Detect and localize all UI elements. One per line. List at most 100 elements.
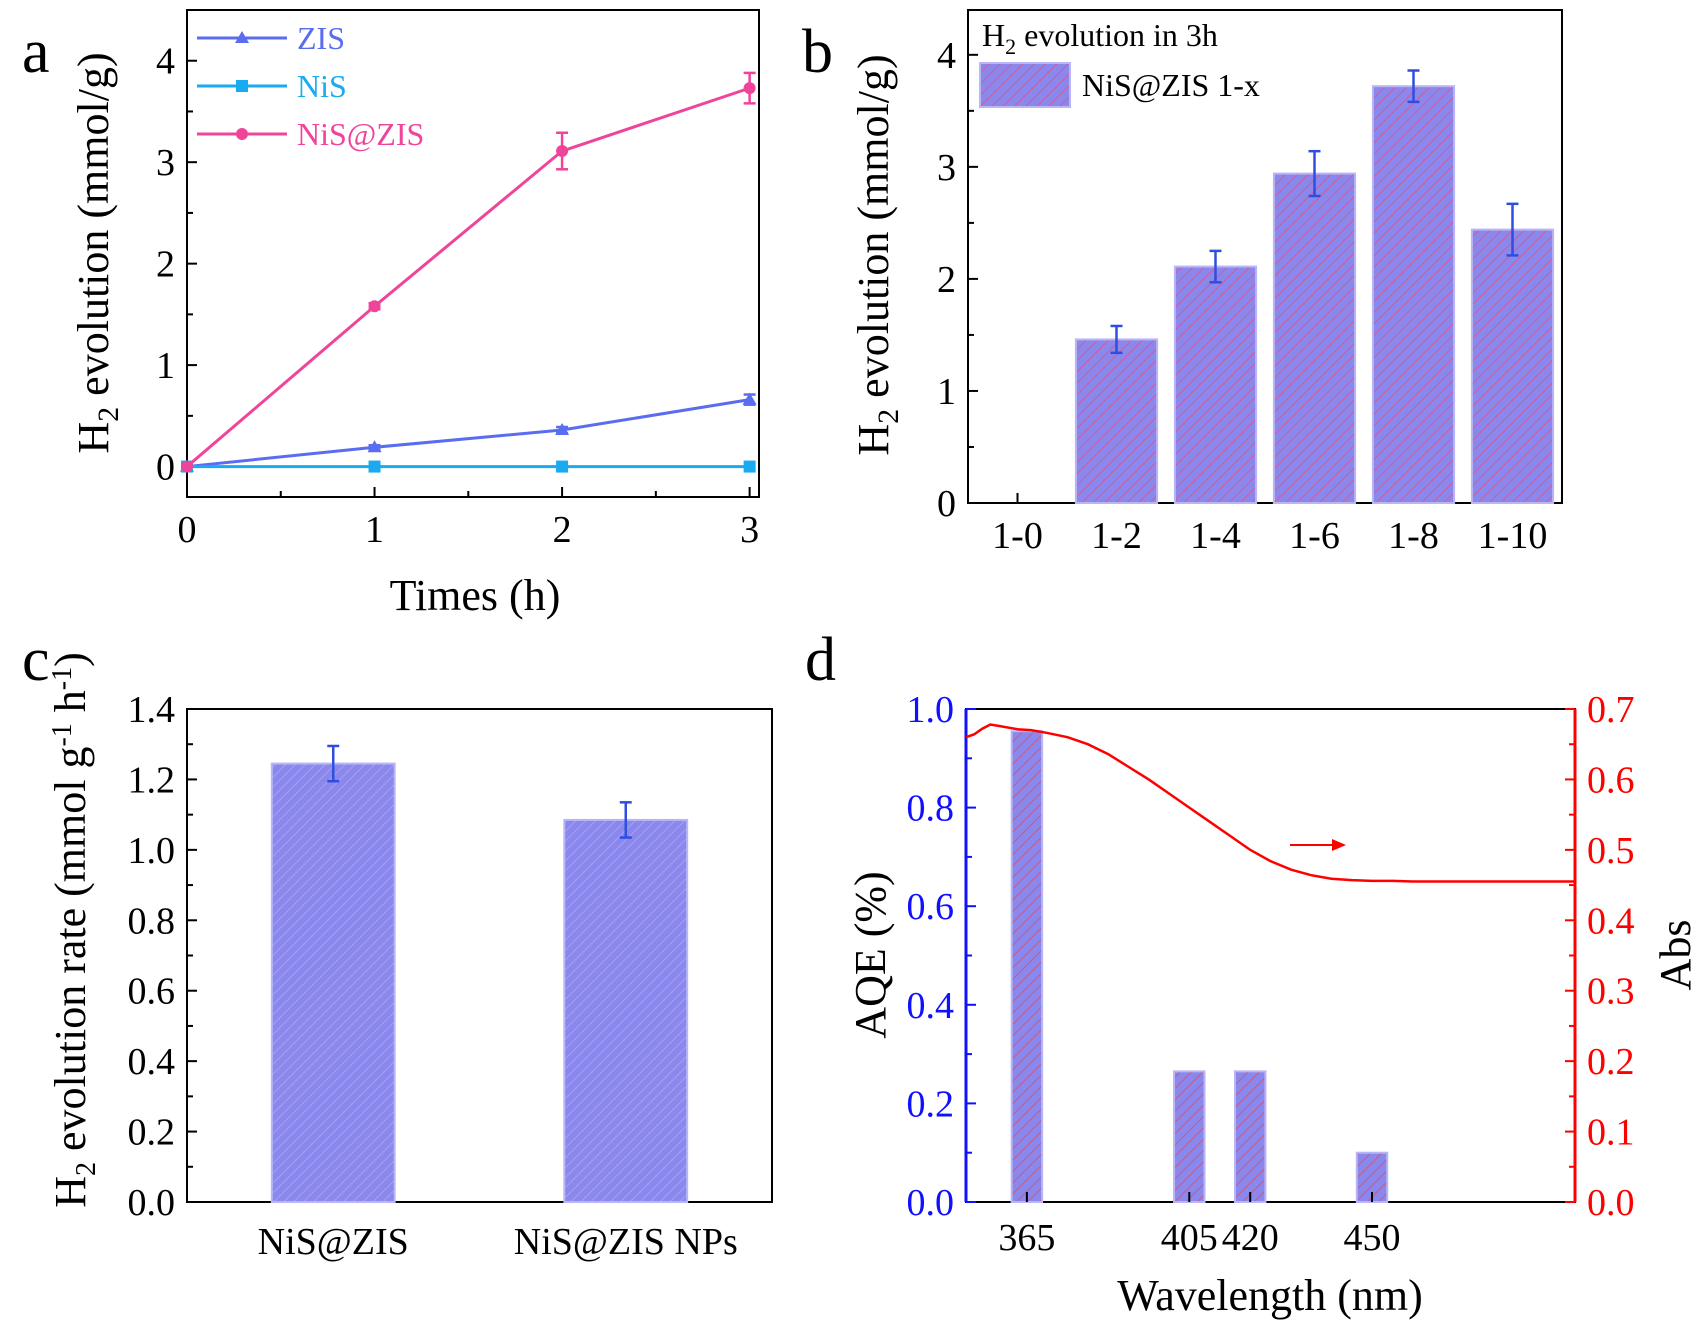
panel-a-point-nis xyxy=(368,460,381,473)
panel-b-ylabel-rest: evolution (mmol/g) xyxy=(849,54,898,408)
panel-b-ylabel-sub: 2 xyxy=(872,409,905,424)
panel-a-line-zis xyxy=(186,398,750,469)
panel-a-point-nis-zis xyxy=(743,82,756,95)
panel-a-legend-label-nis-zis: NiS@ZIS xyxy=(297,116,424,152)
panel-d-ytick-left-label: 0.6 xyxy=(907,886,955,928)
panel-d-bar-405 xyxy=(1173,1070,1206,1203)
panel-a-xlabel: Times (h) xyxy=(390,571,561,620)
panel-b-ytick-label: 3 xyxy=(937,147,956,189)
panel-c-ytick-label: 0.8 xyxy=(128,900,176,942)
panel-c-xtick-label: NiS@ZIS NPs xyxy=(514,1221,738,1263)
panel-d: d 0.00.20.40.60.81.00.00.10.20.30.40.50.… xyxy=(805,626,1700,1320)
panel-a-legend: ZIS NiS NiS@ZIS xyxy=(197,20,424,152)
panel-b-xtick-label: 1-6 xyxy=(1289,515,1340,557)
panel-c-ylabel: H2 evolution rate (mmol g-1 h-1) xyxy=(46,652,102,1208)
panel-a-ytick-label: 1 xyxy=(156,345,175,387)
panel-c-ylabel-mid: h xyxy=(46,690,95,723)
panel-b-legend-title-main: H xyxy=(982,17,1005,53)
panel-b-bar-1-8 xyxy=(1371,85,1456,504)
panel-b-frame xyxy=(967,9,1563,504)
panel-d-ylabel-right: Abs xyxy=(1651,920,1700,991)
panel-c-ytick-label: 0.0 xyxy=(128,1182,176,1224)
panel-d-ytick-right-label: 0.4 xyxy=(1587,900,1635,942)
panel-d-frame xyxy=(965,708,1576,1203)
panel-a-xtick-label: 0 xyxy=(178,509,197,551)
panel-a-ylabel-rest: evolution (mmol/g) xyxy=(69,52,118,406)
panel-a-point-zis xyxy=(555,423,570,436)
panel-a-point-zis xyxy=(742,392,757,405)
panel-d-label: d xyxy=(805,626,836,694)
panel-b-xtick-label: 1-4 xyxy=(1190,515,1241,557)
panel-d-bar-420 xyxy=(1233,1070,1267,1203)
panel-a-point-nis-zis xyxy=(181,460,193,473)
panel-c: c 0.0 0.2 0.4 0.6 0.8 1.0 1.2 1.4 NiS@ZIS NiS@ZIS… xyxy=(22,626,773,1263)
panel-d-ytick-left-label: 0.4 xyxy=(907,985,955,1027)
panel-b-bar-1-4 xyxy=(1173,265,1258,504)
panel-a-ytick-label: 4 xyxy=(156,41,175,83)
panel-c-ticks: 0.0 0.2 0.4 0.6 0.8 1.0 1.2 1.4 NiS@ZIS NiS@ZIS N… xyxy=(128,689,738,1263)
panel-c-ytick-label: 1.2 xyxy=(128,759,176,801)
panel-d-xtick-label: 420 xyxy=(1222,1217,1279,1259)
panel-c-xtick-label: NiS@ZIS xyxy=(258,1221,409,1263)
panel-b-bars xyxy=(1074,69,1555,504)
panel-b-ytick-label: 2 xyxy=(937,259,956,301)
panel-c-bars xyxy=(270,744,689,1203)
panel-d-xtick-label: 405 xyxy=(1161,1217,1218,1259)
panel-a-legend-marker-nis xyxy=(236,80,248,92)
panel-d-ytick-left-label: 0.2 xyxy=(907,1083,955,1125)
panel-a-ylabel-sub: 2 xyxy=(92,407,125,422)
panel-a-ylabel: H2 evolution (mmol/g) xyxy=(69,52,125,453)
panel-b-ytick-label: 0 xyxy=(937,483,956,525)
panel-d-ytick-right-label: 0.1 xyxy=(1587,1112,1635,1154)
panel-a-ylabel-main: H xyxy=(69,422,118,454)
panel-a-label: a xyxy=(22,18,50,86)
panel-b-bar-1-6 xyxy=(1272,172,1357,504)
panel-c-ylabel-end: ) xyxy=(46,652,95,667)
panel-d-ytick-right-label: 0.5 xyxy=(1587,830,1635,872)
panel-c-ylabel-rest: evolution rate (mmol g xyxy=(46,747,95,1162)
panel-b-label: b xyxy=(802,18,833,86)
panel-a-ticks: 0 1 2 3 0 1 2 3 4 xyxy=(156,41,759,551)
panel-a-ytick-label: 0 xyxy=(156,447,175,489)
panel-d-xlabel: Wavelength (nm) xyxy=(1117,1271,1423,1320)
panel-a-line-nis-zis xyxy=(186,86,751,468)
panel-d-ytick-right-label: 0.3 xyxy=(1587,971,1635,1013)
panel-d-abs-curve xyxy=(965,723,1575,883)
panel-b-ticks: 0 1 2 3 4 1-0 1-2 1-4 1-6 1-8 1-10 xyxy=(937,35,1547,557)
panel-b-legend-swatch xyxy=(979,62,1071,108)
panel-a-point-zis xyxy=(367,440,382,453)
panel-c-ylabel-sup2: -1 xyxy=(47,667,78,690)
panel-c-ytick-label: 1.4 xyxy=(128,689,176,731)
panel-c-ytick-label: 0.4 xyxy=(128,1041,176,1083)
panel-c-ylabel-sub: 2 xyxy=(71,1162,102,1176)
panel-a-point-nis-zis xyxy=(556,145,569,158)
panel-a-legend-marker-nis-zis xyxy=(236,128,248,140)
panel-a-xtick-label: 2 xyxy=(553,509,572,551)
panel-a-point-nis xyxy=(556,460,569,473)
panel-d-ytick-left-label: 0.8 xyxy=(907,788,955,830)
panel-d-ytick-left-label: 1.0 xyxy=(907,689,955,731)
panel-b-legend: H2 evolution in 3h NiS@ZIS 1-x xyxy=(979,17,1260,108)
panel-c-ytick-label: 0.2 xyxy=(128,1112,176,1154)
panel-b-ylabel-main: H xyxy=(849,424,898,456)
panel-b-xtick-label: 1-2 xyxy=(1091,515,1142,557)
panel-a-ytick-label: 3 xyxy=(156,142,175,184)
panel-c-label: c xyxy=(22,626,50,694)
panel-b-bar-1-10 xyxy=(1470,228,1555,504)
panel-a-ytick-label: 2 xyxy=(156,244,175,286)
panel-a-series xyxy=(180,71,757,473)
panel-b-legend-title-rest: evolution in 3h xyxy=(1016,17,1218,53)
panel-d-arrow-head-icon xyxy=(1332,839,1346,851)
panel-c-bar-nis-zis xyxy=(270,762,396,1203)
panel-d-ytick-left-label: 0.0 xyxy=(907,1182,955,1224)
panel-a-xtick-label: 1 xyxy=(365,509,384,551)
panel-b-ytick-label: 1 xyxy=(937,371,956,413)
panel-c-bar-nis-zis-nps xyxy=(563,818,689,1203)
panel-b-ylabel: H2 evolution (mmol/g) xyxy=(849,54,905,455)
panel-c-ylabel-main: H xyxy=(46,1176,95,1208)
panel-b-bar-1-2 xyxy=(1074,338,1159,504)
panel-a-frame xyxy=(186,9,760,498)
